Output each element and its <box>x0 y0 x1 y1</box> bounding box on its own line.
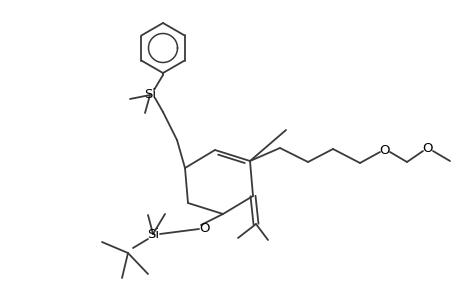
Text: O: O <box>199 221 210 235</box>
Text: Si: Si <box>144 88 156 101</box>
Text: O: O <box>379 143 389 157</box>
Text: O: O <box>422 142 432 155</box>
Text: Si: Si <box>146 227 159 241</box>
